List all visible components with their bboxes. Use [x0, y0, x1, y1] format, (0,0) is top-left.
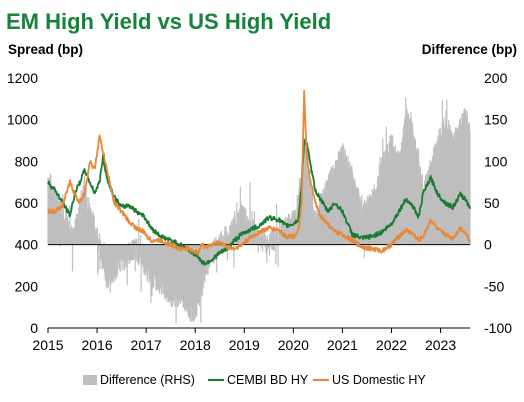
right-tick-label: 0 [484, 237, 492, 253]
x-axis-ticks: 2015 2016 2017 2018 2019 2020 2021 2022 2023 [32, 328, 456, 353]
left-axis-ticks: 0 200 400 600 800 1000 1200 [7, 70, 38, 336]
left-tick-label: 1200 [7, 70, 38, 86]
x-tick-label: 2023 [425, 337, 456, 353]
us-domestic-hy-line [47, 89, 471, 256]
x-tick-label: 2019 [229, 337, 260, 353]
left-tick-label: 1000 [7, 112, 38, 128]
left-axis-title: Spread (bp) [8, 42, 83, 57]
x-tick-label: 2017 [131, 337, 162, 353]
legend-label-us-domestic-hy: US Domestic HY [332, 373, 426, 387]
right-tick-label: 50 [484, 195, 500, 211]
series-lines [47, 89, 471, 266]
left-tick-label: 600 [15, 195, 39, 211]
right-tick-label: 100 [484, 153, 508, 169]
legend-label-difference-rhs-: Difference (RHS) [100, 373, 195, 387]
x-tick-label: 2016 [81, 337, 112, 353]
legend-swatch-difference-rhs- [83, 375, 97, 385]
right-tick-label: 200 [484, 70, 508, 86]
x-tick-label: 2022 [376, 337, 407, 353]
difference-bars [47, 97, 471, 324]
right-tick-label: -100 [484, 320, 512, 336]
x-tick-label: 2018 [180, 337, 211, 353]
left-tick-label: 400 [15, 237, 39, 253]
x-tick-label: 2015 [32, 337, 63, 353]
left-tick-label: 200 [15, 278, 39, 294]
chart-title: EM High Yield vs US High Yield [6, 9, 331, 34]
right-tick-label: 150 [484, 112, 508, 128]
left-tick-label: 800 [15, 153, 39, 169]
x-tick-label: 2021 [327, 337, 358, 353]
left-tick-label: 0 [30, 320, 38, 336]
right-tick-label: -50 [484, 278, 504, 294]
cembi-bd-hy-line [47, 138, 471, 266]
legend: Difference (RHS) CEMBI BD HY US Domestic H… [83, 373, 426, 387]
x-tick-label: 2020 [278, 337, 309, 353]
legend-label-cembi-bd-hy: CEMBI BD HY [227, 373, 309, 387]
right-axis-ticks: -100 -50 0 50 100 150 200 [484, 70, 512, 336]
right-axis-title: Difference (bp) [422, 42, 517, 57]
